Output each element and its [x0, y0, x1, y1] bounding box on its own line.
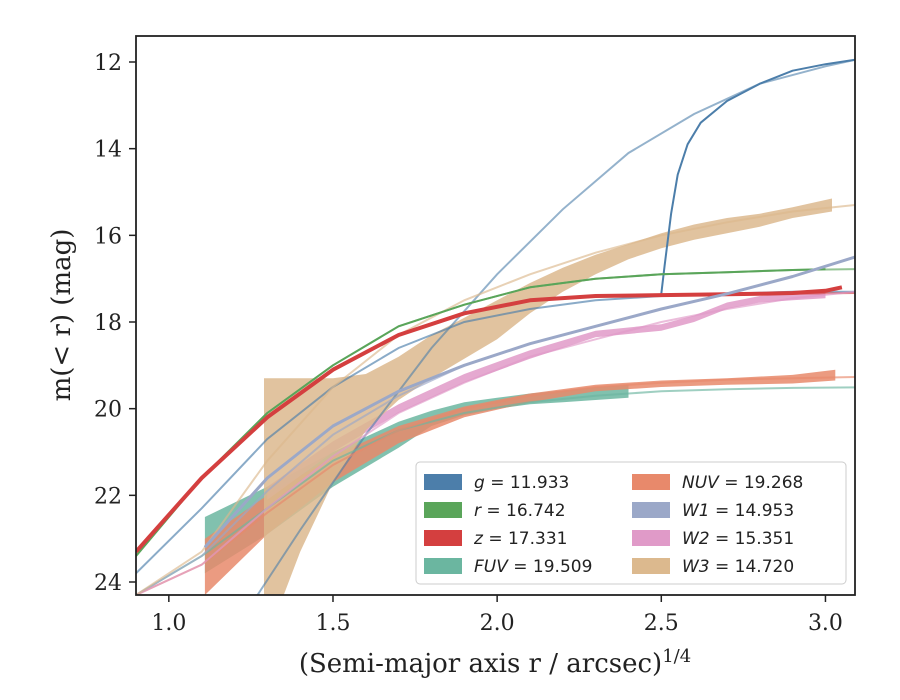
data-curve-r: [136, 268, 826, 557]
x-tick-label: 1.0: [151, 611, 186, 636]
y-tick-label: 22: [94, 484, 122, 509]
y-tick-label: 18: [94, 311, 122, 336]
legend-entry-z: z = 17.331: [473, 529, 567, 549]
y-tick-label: 16: [94, 224, 122, 249]
band-W3: [264, 198, 832, 595]
legend-entry-W3: W3 = 14.720: [682, 557, 794, 577]
x-tick-label: 1.5: [315, 611, 350, 636]
y-tick-label: 24: [94, 571, 122, 596]
legend-swatch-FUV: [424, 558, 462, 574]
legend-swatch-W1: [632, 502, 670, 518]
legend: g = 11.933 r = 16.742 z = 17.331 FUV = 19.5…: [415, 461, 847, 585]
y-tick-label: 14: [94, 138, 122, 163]
data-curve-W1: [203, 255, 855, 549]
plot-area: [136, 58, 855, 595]
y-axis: 12 14 16 18 20 22 24: [94, 51, 136, 596]
y-tick-label: 20: [94, 398, 122, 423]
data-curve-z: [136, 285, 843, 554]
legend-entry-W2: W2 = 15.351: [682, 529, 794, 549]
legend-swatch-r: [424, 502, 462, 518]
model-curve-W3: [136, 204, 855, 595]
legend-entry-W1: W1 = 14.953: [682, 501, 794, 521]
legend-box: [415, 461, 847, 585]
aux-curve-g: [256, 58, 855, 595]
data-curve-g: [660, 58, 855, 294]
model-curve-W2: [136, 290, 855, 595]
model-curve-NUV: [136, 376, 855, 595]
legend-entry-NUV: NUV = 19.268: [682, 473, 803, 493]
y-axis-label: m(< r) (mag): [47, 229, 77, 402]
legend-swatch-NUV: [632, 474, 670, 490]
plot-frame: [135, 35, 856, 596]
y-tick-label: 12: [94, 51, 122, 76]
legend-swatch-W3: [632, 558, 670, 574]
x-tick-label: 2.0: [480, 611, 515, 636]
x-tick-label: 3.0: [808, 611, 843, 636]
legend-swatch-W2: [632, 530, 670, 546]
model-curve-FUV: [136, 386, 855, 595]
legend-swatch-g: [424, 474, 462, 490]
legend-swatch-z: [424, 530, 462, 546]
legend-entry-FUV: FUV = 19.509: [474, 557, 592, 577]
legend-entry-r: r = 16.742: [474, 501, 566, 521]
x-axis-label: (Semi-major axis r / arcsec)1/4: [299, 646, 691, 679]
legend-entry-g: g = 11.933: [474, 473, 569, 493]
x-tick-label: 2.5: [644, 611, 679, 636]
x-axis: 1.0 1.5 2.0 2.5 3.0: [151, 595, 843, 636]
